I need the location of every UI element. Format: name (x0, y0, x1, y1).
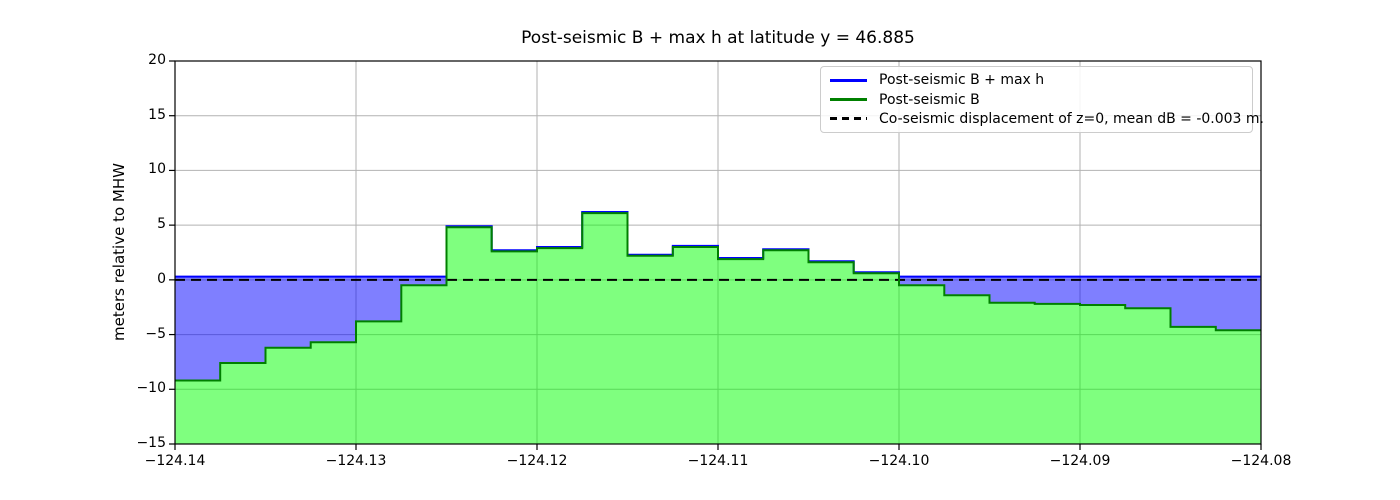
blue-line-sample-icon (830, 78, 867, 82)
legend-item-post-seismic-b-max-h: Post-seismic B + max h (830, 71, 1243, 89)
chart-title: Post-seismic B + max h at latitude y = 4… (521, 28, 915, 48)
post-seismic-b-line (175, 212, 1261, 382)
post-seismic-b-max-h-line (175, 211, 1261, 278)
x-tick-label: −124.09 (1049, 453, 1111, 469)
green-line-sample-icon (830, 98, 867, 101)
legend-label: Co-seismic displacement of z=0, mean dB … (879, 110, 1264, 127)
y-axis-label: meters relative to MHW (110, 163, 128, 341)
legend-item-co-seismic-displacement: Co-seismic displacement of z=0, mean dB … (830, 110, 1264, 128)
y-tick-label: −15 (136, 435, 166, 451)
x-tick-label: −124.12 (506, 453, 568, 469)
x-tick-label: −124.10 (868, 453, 930, 469)
y-tick-label: 5 (157, 216, 166, 233)
dashed-line-sample-icon (830, 117, 867, 121)
legend-item-post-seismic-b: Post-seismic B (830, 91, 1243, 109)
y-tick-label: 0 (157, 270, 166, 287)
legend-label: Post-seismic B (879, 91, 980, 108)
x-tick-label: −124.13 (325, 453, 387, 469)
y-tick-label: 15 (148, 106, 166, 123)
x-tick-label: −124.11 (687, 453, 749, 469)
y-tick-label: 10 (148, 161, 166, 178)
y-tick-label: −10 (136, 380, 166, 397)
y-tick-label: −5 (145, 325, 166, 342)
flood-depth-fill (175, 212, 1261, 381)
x-tick-label: −124.14 (144, 453, 206, 469)
legend: Post-seismic B + max h Post-seismic B Co… (820, 66, 1264, 133)
y-tick-label: 20 (148, 52, 166, 68)
x-tick-label: −124.08 (1230, 453, 1292, 469)
legend-label: Post-seismic B + max h (879, 72, 1045, 89)
